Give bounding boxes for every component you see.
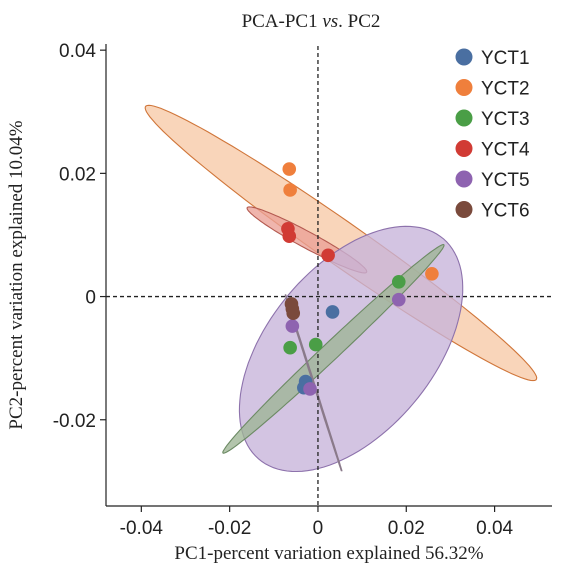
legend-marker-yct2: [455, 79, 473, 96]
x-axis-label: PC1-percent variation explained 56.32%: [174, 543, 483, 564]
legend-label-yct4: YCT4: [481, 140, 530, 161]
point-yct2: [282, 162, 297, 176]
y-tick-label: 0.04: [59, 41, 96, 62]
legend-marker-yct5: [455, 170, 473, 188]
point-yct2: [283, 183, 297, 197]
confidence-ellipses: [144, 104, 538, 473]
point-yct3: [391, 274, 406, 289]
point-yct1: [325, 305, 340, 319]
reference-lines: [106, 46, 552, 506]
point-yct5: [285, 319, 300, 333]
axis-ticks: -0.04 -0.02 0 0.02 0.04 -0.02 0 0.02 0.04: [53, 41, 514, 539]
chart-title: PCA-PC1 vs. PC2: [242, 11, 381, 32]
x-tick-label: 0: [313, 518, 324, 539]
x-tick-label: 0.02: [388, 518, 425, 539]
legend: YCT1 YCT2 YCT3 YCT4 YCT5 YCT6: [455, 48, 530, 222]
legend-label-yct1: YCT1: [481, 48, 530, 69]
x-tick-label: -0.04: [120, 518, 164, 539]
y-tick-label: -0.02: [53, 411, 96, 432]
legend-marker-yct6: [455, 201, 473, 218]
legend-label-yct5: YCT5: [481, 170, 530, 191]
point-yct2: [425, 266, 439, 281]
legend-marker-yct1: [455, 48, 473, 66]
legend-label-yct2: YCT2: [481, 79, 530, 100]
ellipse-yct6: [284, 294, 343, 472]
y-tick-label: 0: [85, 288, 96, 309]
point-yct3: [308, 337, 323, 352]
legend-label-yct3: YCT3: [481, 109, 530, 130]
legend-label-yct6: YCT6: [481, 201, 530, 222]
point-yct3: [283, 340, 297, 355]
point-yct4: [321, 248, 335, 263]
x-tick-label: -0.02: [208, 518, 251, 539]
legend-marker-yct4: [455, 140, 473, 157]
y-axis-label: PC2-percent variation explained 10.04%: [6, 120, 27, 429]
point-yct5: [391, 292, 406, 307]
x-tick-label: 0.04: [476, 518, 513, 539]
data-points: [281, 162, 439, 396]
legend-marker-yct3: [455, 109, 473, 127]
point-yct5: [303, 382, 317, 396]
point-yct6: [286, 306, 301, 320]
point-yct4: [282, 229, 297, 243]
y-tick-label: 0.02: [59, 164, 96, 185]
